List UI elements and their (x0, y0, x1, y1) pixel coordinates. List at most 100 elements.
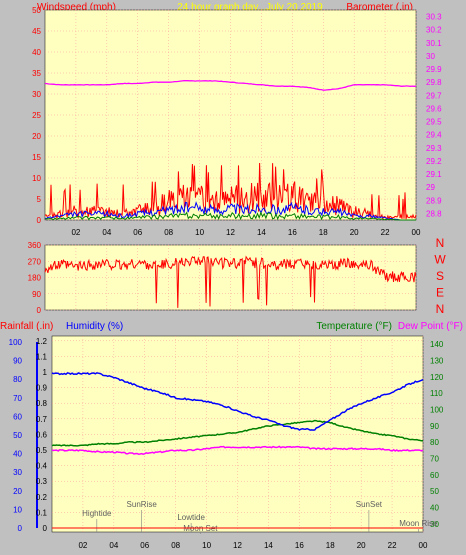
direction-y-tick-label: 0 (37, 306, 42, 315)
rainfall-y-tick-label: 0.4 (36, 462, 48, 471)
temperature-y-tick-label: 120 (430, 373, 444, 382)
rainfall-y-tick-label: 0 (43, 524, 48, 533)
rainfall-y-tick-label: 0.1 (36, 508, 48, 517)
rainfall-y-tick-label: 0.6 (36, 430, 48, 439)
direction-y-tick-label: 180 (28, 274, 42, 283)
humidity-y-tick-label: 90 (13, 357, 22, 366)
wind-x-tick-label: 08 (164, 228, 173, 237)
temperature-y-tick-label: 90 (430, 422, 439, 431)
barometer-y-tick-label: 29.8 (426, 78, 442, 87)
temperature-y-tick-label: 40 (430, 504, 439, 513)
graph-title: 24 hour graph day...July 20 2019 (177, 2, 323, 13)
weather-x-ticks: 02 04 06 08 10 12 14 16 18 20 22 00 (78, 541, 428, 550)
barometer-y-tick-label: 29.2 (426, 157, 442, 166)
wind-y-ticks: 0 5 10 15 20 25 30 35 40 45 50 (32, 6, 41, 225)
wind-x-tick-label: 04 (102, 228, 111, 237)
temperature-y-tick-label: 130 (430, 357, 444, 366)
barometer-y-tick-label: 29 (426, 183, 435, 192)
barometer-y-tick-label: 30.1 (426, 39, 442, 48)
barometer-y-tick-label: 29.9 (426, 65, 442, 74)
wind-gridlines (45, 9, 417, 221)
weather-x-tick-label: 14 (264, 541, 273, 550)
weather-x-tick-label: 16 (295, 541, 304, 550)
wind-x-tick-label: 06 (133, 228, 142, 237)
temperature-y-tick-label: 30 (430, 520, 439, 529)
rainfall-y-ticks: 0 0.1 0.2 0.3 0.4 0.5 0.6 0.7 0.8 0.9 1 1.1 1.2 (36, 337, 48, 533)
wind-x-tick-label: 14 (257, 228, 266, 237)
windspeed-line (44, 162, 417, 221)
wind-y-tick-label: 0 (37, 216, 42, 225)
dewpoint-line (51, 445, 424, 455)
temperature-y-tick-label: 110 (430, 389, 443, 398)
weather-x-tick-label: 20 (357, 541, 366, 550)
barometer-y-tick-label: 29.1 (426, 170, 442, 179)
windspeed-axis-label: Windspeed (mph) (37, 2, 116, 13)
wind-y-tick-label: 40 (32, 48, 41, 57)
direction-y-ticks: 0 90 180 270 360 (28, 241, 42, 315)
direction-y-tick-label: 360 (28, 241, 42, 250)
temperature-y-tick-label: 70 (430, 455, 439, 464)
wind-x-tick-label: 22 (381, 228, 390, 237)
rainfall-y-tick-label: 1 (43, 368, 48, 377)
barometer-y-tick-label: 29.3 (426, 144, 442, 153)
direction-series (44, 255, 417, 308)
temperature-y-ticks: 30 40 50 60 70 80 90 100 110 120 130 140 (430, 340, 444, 529)
wind-series (44, 80, 417, 221)
rainfall-y-tick-label: 1.1 (36, 352, 48, 361)
humidity-y-tick-label: 70 (13, 394, 22, 403)
wind-x-tick-label: 00 (412, 228, 421, 237)
barometer-y-tick-label: 30.3 (426, 13, 442, 22)
wind-y-tick-label: 30 (32, 90, 41, 99)
temperature-axis-label: Temperature (°F) (316, 321, 392, 332)
rainfall-y-tick-label: 0.7 (36, 415, 48, 424)
wind-x-tick-label: 18 (319, 228, 328, 237)
weather-x-tick-label: 22 (388, 541, 397, 550)
temperature-y-tick-label: 100 (430, 406, 444, 415)
wind-y-tick-label: 25 (32, 111, 41, 120)
dewpoint-axis-label: Dew Point (°F) (398, 321, 463, 332)
rainfall-axis-label: Rainfall (.in) (0, 321, 53, 332)
weather-x-tick-label: 10 (202, 541, 211, 550)
barometer-y-tick-label: 29.4 (426, 131, 442, 140)
weather-x-tick-label: 02 (78, 541, 87, 550)
barometer-y-tick-label: 29.6 (426, 104, 442, 113)
barometer-line (44, 80, 417, 91)
weather-series (51, 372, 424, 529)
rainfall-y-tick-label: 1.2 (36, 337, 48, 346)
weather-x-tick-label: 04 (109, 541, 118, 550)
wind-y-tick-label: 15 (32, 153, 41, 162)
annotation-label: Moon Rise (399, 519, 438, 528)
temperature-y-tick-label: 60 (430, 471, 439, 480)
average-wind-line (44, 201, 416, 221)
humidity-y-tick-label: 0 (18, 524, 23, 533)
barometer-y-tick-label: 28.9 (426, 196, 442, 205)
rainfall-y-tick-label: 0.8 (36, 399, 48, 408)
humidity-axis-label: Humidity (%) (66, 321, 123, 332)
wind-direction-line (44, 255, 417, 308)
rainfall-y-tick-label: 0.9 (36, 384, 48, 393)
annotation-label: SunSet (356, 500, 383, 509)
annotation-label: Hightide (82, 509, 112, 518)
wind-x-tick-label: 16 (288, 228, 297, 237)
annotation-label: SunRise (127, 500, 158, 509)
barometer-y-tick-label: 28.8 (426, 209, 442, 218)
wind-x-tick-label: 02 (71, 228, 80, 237)
compass-label-n: N (436, 236, 445, 250)
direction-gridlines (45, 244, 417, 311)
wind-y-tick-label: 35 (32, 69, 41, 78)
rainfall-y-tick-label: 0.2 (36, 493, 48, 502)
direction-y-tick-label: 270 (28, 257, 42, 266)
barometer-y-tick-label: 30 (426, 52, 435, 61)
humidity-y-tick-label: 80 (13, 375, 22, 384)
barometer-y-tick-label: 29.7 (426, 91, 442, 100)
wind-x-ticks: 02 04 06 08 10 12 14 16 18 20 22 00 (71, 228, 421, 237)
direction-y-tick-label: 90 (32, 290, 41, 299)
humidity-y-tick-label: 10 (13, 505, 22, 514)
weather-x-tick-label: 00 (419, 541, 428, 550)
humidity-y-tick-label: 20 (13, 487, 22, 496)
wind-y-tick-label: 20 (32, 132, 41, 141)
humidity-y-tick-label: 100 (9, 338, 23, 347)
temperature-y-tick-label: 140 (430, 340, 444, 349)
humidity-y-tick-label: 30 (13, 468, 22, 477)
